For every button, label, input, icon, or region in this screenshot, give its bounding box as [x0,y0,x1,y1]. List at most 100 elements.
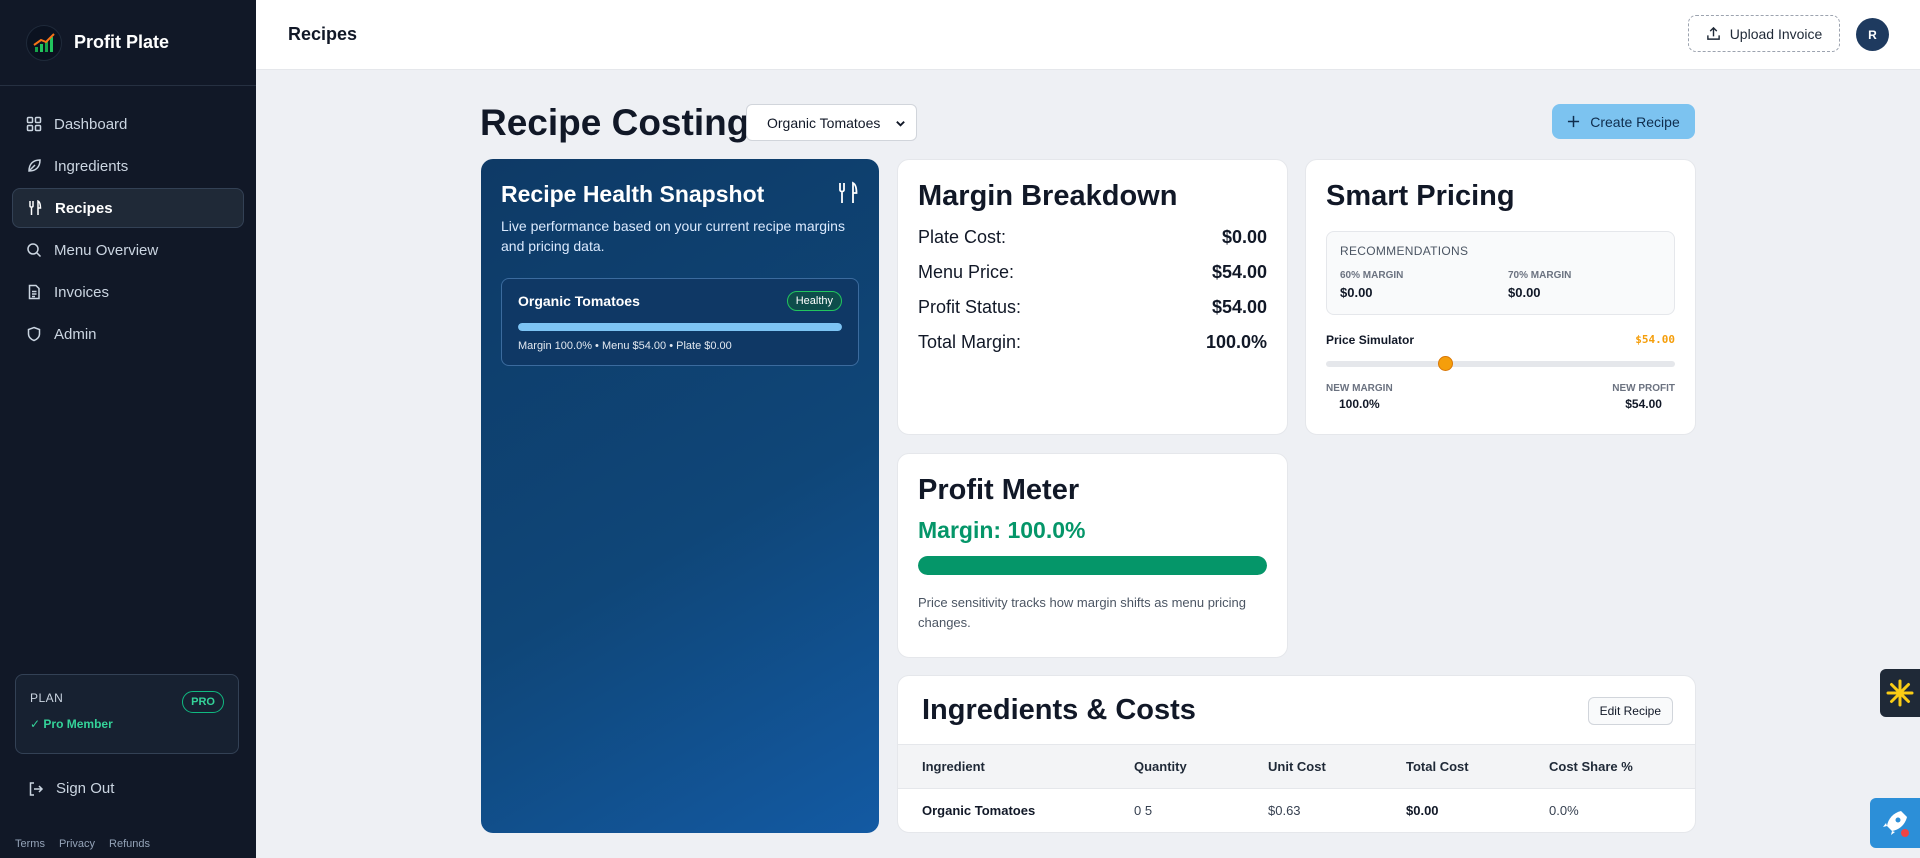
profit-meter-title: Profit Meter [918,474,1080,506]
smart-pricing-title: Smart Pricing [1326,180,1515,212]
new-margin-value: 100.0% [1338,397,1380,411]
sidebar-nav: Dashboard Ingredients Recipes Menu Overv… [12,104,244,356]
sidebar: Profit Plate Dashboard Ingredients Recip… [0,0,256,858]
sign-out-button[interactable]: Sign Out [28,780,114,797]
new-margin-stat: NEW MARGIN 100.0% [1326,383,1393,411]
profit-meter-card: Profit Meter Margin: 100.0% Price sensit… [897,453,1288,658]
price-slider[interactable] [1326,356,1675,371]
price-simulator-label: Price Simulator [1326,333,1415,347]
profit-meter-fill [918,556,1267,575]
rocket-icon [1883,811,1909,837]
margin-breakdown-title: Margin Breakdown [918,180,1178,212]
price-simulator-value: $54.00 [1635,333,1675,346]
feedback-widget-button[interactable] [1880,669,1920,717]
price-slider-thumb[interactable] [1438,356,1453,371]
cell-quantity: 0 5 [1134,803,1153,818]
privacy-link[interactable]: Privacy [58,838,96,850]
new-profit-stat: NEW PROFIT $54.00 [1612,383,1675,411]
menu-price-value: $54.00 [1211,262,1267,282]
sidebar-item-recipes[interactable]: Recipes [12,188,244,228]
create-recipe-label: Create Recipe [1590,113,1680,130]
edit-recipe-button[interactable]: Edit Recipe [1587,697,1673,725]
page-title: Recipe Costing [480,102,750,143]
health-recipe-name: Organic Tomatoes [518,293,640,309]
cell-total-cost: $0.00 [1406,803,1439,818]
profit-margin-text: Margin: 100.0% [918,517,1086,543]
avatar[interactable]: R [1856,18,1889,51]
brand[interactable]: Profit Plate [0,0,256,86]
column-header-quantity[interactable]: Quantity [1134,759,1187,774]
plate-cost-label: Plate Cost: [918,227,1007,247]
document-icon [28,284,40,300]
search-icon [27,243,42,258]
column-header-unit-cost[interactable]: Unit Cost [1268,759,1326,774]
price-simulator-header: Price Simulator $54.00 [1326,333,1675,347]
total-margin-row: Total Margin: 100.0% [918,332,1267,353]
table-header: Ingredient Quantity Unit Cost Total Cost… [898,744,1695,789]
logout-icon [29,781,44,796]
create-recipe-button[interactable]: Create Recipe [1552,104,1695,139]
health-progress-bar [518,323,842,331]
topbar-title: Recipes [288,24,358,44]
topbar: Recipes Upload Invoice R [256,0,1920,70]
rec-60-margin: 60% MARGIN $0.00 [1340,270,1403,300]
plan-card: PLAN PRO ✓ Pro Member [15,674,239,754]
sidebar-item-label: Ingredients [54,157,129,175]
sidebar-item-label: Menu Overview [54,241,159,259]
sidebar-item-menu-overview[interactable]: Menu Overview [12,230,244,270]
simulator-stats: NEW MARGIN 100.0% NEW PROFIT $54.00 [1326,383,1675,411]
rec-70-value: $0.00 [1508,285,1541,300]
sparkle-icon [1886,679,1914,707]
upload-icon [1706,26,1720,40]
chevron-down-icon [896,121,905,127]
cell-cost-share: 0.0% [1549,803,1579,818]
plate-cost-value: $0.00 [1221,227,1267,247]
column-header-cost-share[interactable]: Cost Share % [1549,759,1633,774]
upload-invoice-button[interactable]: Upload Invoice [1688,15,1840,52]
sidebar-item-label: Recipes [55,199,113,217]
health-description: Live performance based on your current r… [501,218,845,254]
recipe-select-value: Organic Tomatoes [767,114,881,131]
recipe-select[interactable]: Organic Tomatoes [746,104,917,141]
terms-link[interactable]: Terms [15,838,45,850]
recommendations-label: RECOMMENDATIONS [1340,244,1469,258]
sidebar-item-label: Invoices [54,283,110,301]
new-profit-value: $54.00 [1625,397,1662,411]
rec-70-margin: 70% MARGIN $0.00 [1508,270,1571,300]
column-header-ingredient[interactable]: Ingredient [922,759,985,774]
leaf-icon [28,159,41,172]
refunds-link[interactable]: Refunds [109,838,150,850]
health-progress-fill [518,323,842,331]
sign-out-label: Sign Out [56,780,115,797]
total-margin-label: Total Margin: [918,332,1022,352]
ingredients-costs-title: Ingredients & Costs [922,694,1196,726]
utensils-icon [29,200,42,215]
sidebar-item-invoices[interactable]: Invoices [12,272,244,312]
plate-cost-row: Plate Cost: $0.00 [918,227,1267,248]
health-title: Recipe Health Snapshot [501,181,765,207]
recommendations-box: RECOMMENDATIONS 60% MARGIN $0.00 70% MAR… [1326,231,1675,315]
launch-widget-button[interactable] [1870,798,1920,848]
health-recipe-item[interactable]: Organic Tomatoes Healthy Margin 100.0% •… [501,278,859,366]
upload-invoice-label: Upload Invoice [1729,25,1823,42]
plus-icon [1568,115,1580,128]
profit-status-label: Profit Status: [918,297,1022,317]
column-header-total-cost[interactable]: Total Cost [1406,759,1469,774]
rec-60-value: $0.00 [1340,285,1373,300]
sidebar-item-ingredients[interactable]: Ingredients [12,146,244,186]
table-row[interactable]: Organic Tomatoes 0 5 $0.63 $0.00 0.0% [898,789,1695,832]
profit-status-value: $54.00 [1211,297,1267,317]
menu-price-row: Menu Price: $54.00 [918,262,1267,283]
profit-meter-description: Price sensitivity tracks how margin shif… [918,595,1247,630]
sidebar-item-admin[interactable]: Admin [12,314,244,354]
footer-links: Terms Privacy Refunds [15,838,150,850]
cell-unit-cost: $0.63 [1268,803,1301,818]
chart-logo-icon [26,24,62,61]
ingredients-costs-card: Ingredients & Costs Edit Recipe Ingredie… [897,675,1696,833]
smart-pricing-card: Smart Pricing RECOMMENDATIONS 60% MARGIN… [1305,159,1696,435]
sidebar-item-dashboard[interactable]: Dashboard [12,104,244,144]
plan-label: PLAN [30,691,64,705]
total-margin-value: 100.0% [1205,332,1267,352]
health-recipe-meta: Margin 100.0% • Menu $54.00 • Plate $0.0… [518,340,732,352]
plan-status: ✓ Pro Member [30,717,113,731]
